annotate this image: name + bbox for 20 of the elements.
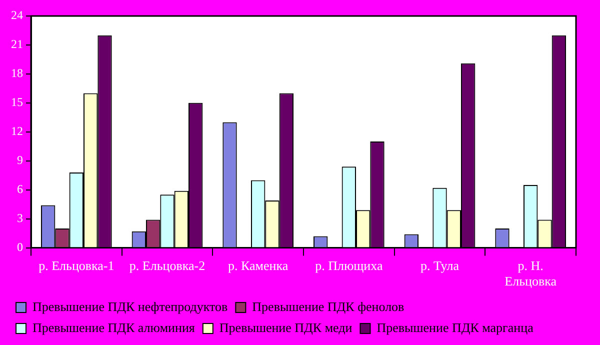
y-tick-label: 15 xyxy=(11,95,23,110)
y-tick-label: 9 xyxy=(17,153,23,168)
y-tick-label: 12 xyxy=(11,124,23,138)
y-tick-label: 24 xyxy=(11,8,23,22)
x-tick-label: р. Н. Ельцовка xyxy=(504,258,557,289)
y-tick-label: 6 xyxy=(17,182,23,196)
y-tick-label: 21 xyxy=(11,37,23,52)
y-tick-label: 0 xyxy=(17,240,23,254)
legend-label: Превышение ПДК марганца xyxy=(376,320,534,335)
legend-label: Превышение ПДК меди xyxy=(219,320,352,335)
x-tick-label: р. Ельцовка-1 xyxy=(38,258,114,274)
x-tick-label: р. Плющиха xyxy=(315,258,383,274)
y-tick-label: 18 xyxy=(11,66,23,80)
legend-label: Превышение ПДК нефтепродуктов xyxy=(32,298,228,314)
legend-label: Превышение ПДК фенолов xyxy=(252,298,404,314)
y-tick-label: 3 xyxy=(17,210,23,225)
x-tick-label: р. Ельцовка-2 xyxy=(129,258,206,274)
legend-label: Превышение ПДК алюминия xyxy=(32,320,195,335)
x-tick-label: р. Каменка xyxy=(228,258,288,274)
x-tick-label: р. Тула xyxy=(420,258,460,274)
